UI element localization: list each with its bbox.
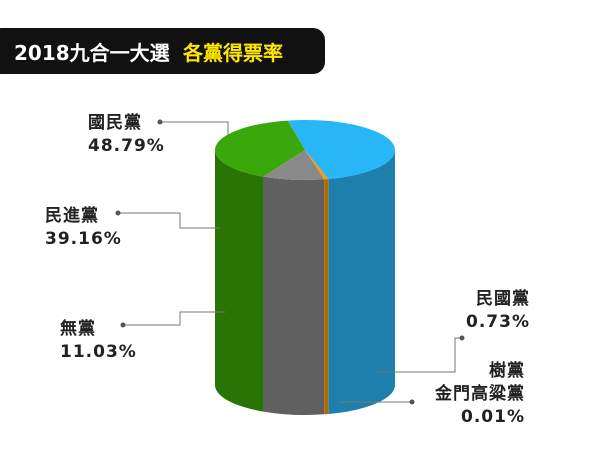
legend-label: 無黨: [60, 319, 96, 339]
value-label: 48.79%: [88, 136, 165, 156]
chart-title: 2018九合一大選: [14, 41, 170, 65]
leader-dot: [409, 399, 415, 405]
value-label: 39.16%: [45, 229, 122, 249]
slice-side: [328, 150, 395, 414]
slice-side-shade: [328, 150, 395, 414]
slice: [287, 120, 395, 179]
slice-side: [324, 178, 329, 415]
leader-line: [118, 212, 220, 229]
legend-label: 國民黨: [88, 113, 142, 133]
value-label: 0.73%: [466, 312, 530, 332]
leader-line: [375, 337, 462, 373]
legend-label: 樹黨 金門高粱黨: [435, 361, 525, 404]
leader-dot: [157, 119, 163, 125]
leader-dot: [115, 210, 121, 216]
slice-side: [263, 176, 325, 416]
leader-line: [123, 311, 225, 326]
legend-label: 民進黨: [45, 206, 99, 226]
slice: [263, 150, 325, 180]
value-label: 11.03%: [60, 342, 137, 362]
value-label: 0.01%: [461, 407, 525, 427]
legend-label: 民國黨: [476, 289, 530, 309]
slice-side-shade: [215, 150, 264, 412]
slice-side-shade: [324, 178, 329, 415]
title-bar: [0, 28, 325, 74]
slice-side-shade: [263, 176, 325, 416]
slice: [305, 150, 329, 179]
slice: [215, 120, 305, 177]
slice-side: [215, 150, 264, 412]
leader-dot: [120, 322, 126, 328]
slice: [305, 150, 329, 180]
chart-title-highlight: 各黨得票率: [183, 41, 283, 65]
leader-dot: [459, 335, 465, 341]
